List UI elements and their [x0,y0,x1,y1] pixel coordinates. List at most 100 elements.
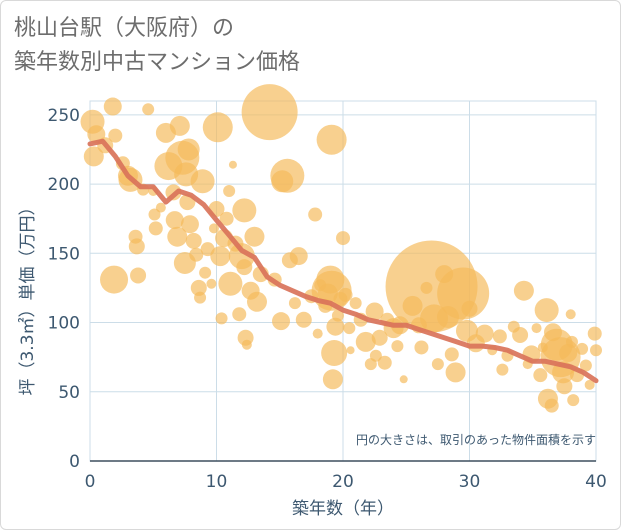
bubble-point [190,279,207,296]
title-line-1: 桃山台駅（大阪府）の [14,16,235,41]
bubble-point [565,335,578,348]
bubble-point [496,363,509,376]
bubble-point [272,312,291,331]
trend-series [87,138,599,384]
bubble-point [165,211,184,230]
bubble-point [475,324,494,343]
axes: 0 10 20 30 40 0 50 100 150 200 250 [48,106,607,492]
bubble-point [308,207,323,222]
y-tick-label: 200 [48,175,80,195]
bubble-point [130,267,147,284]
bubble-point [587,326,602,341]
y-tick-label: 100 [48,314,80,334]
bubble-point [190,169,215,194]
x-tick-label: 40 [585,472,607,492]
bubble-point [289,247,308,266]
bubble-point [321,340,348,366]
bubble-point [349,297,362,310]
bubble-point [316,124,347,155]
bubble-point [202,112,233,143]
x-tick-label: 0 [85,472,96,492]
bubble-point [377,355,392,370]
x-tick-label: 20 [332,472,354,492]
bubble-point [461,300,478,317]
bubble-point [180,215,199,234]
bubble-point [312,328,323,339]
bubble-point [236,259,253,276]
bubble-point [579,359,592,372]
bubble-point [295,311,312,328]
bubble-point [431,358,444,371]
bubble-point [100,265,129,294]
bubble-point [167,226,188,247]
bubble-point [492,329,507,344]
bubble-point [567,394,580,407]
bubble-point [199,266,212,279]
bubble-point [338,287,353,302]
bubble-point [218,271,243,296]
bubble-point [556,378,573,395]
bubble-point [531,323,542,334]
bubble-point [288,297,301,310]
bubble-point [215,312,228,325]
title-line-2: 築年数別中古マンション価格 [14,50,301,75]
bubble-point [206,278,217,289]
bubble-point [270,158,305,193]
bubble-point [177,138,200,161]
y-tick-label: 50 [58,383,80,403]
bubble-point [322,369,343,390]
bubble-point [232,307,247,322]
bubble-point [185,232,202,249]
x-tick-label: 30 [459,472,481,492]
bubble-point [155,202,166,213]
bubble-point [371,329,388,346]
bubble-point [445,362,466,383]
bubble-point [326,317,345,336]
bubble-point [355,331,376,352]
bubble-point [232,198,257,223]
bubble-point [346,346,355,355]
bubble-point [148,208,161,221]
bubble-point [108,128,123,143]
bubble-point [210,246,231,267]
bubble-point [399,375,408,384]
bubble-point [246,291,267,312]
bubble-point [194,291,207,304]
bubble-point [576,342,589,355]
bubble-point [103,97,122,116]
y-axis-label: 坪（3.3㎡）単価（万円） [18,198,38,395]
bubble-point [83,146,104,167]
bubble-point [189,247,204,262]
bubble-point [223,185,236,197]
y-tick-label: 150 [48,244,80,264]
bubble-point [241,84,298,141]
bubble-point [369,349,382,362]
bubble-point [534,298,559,323]
x-tick-label: 10 [206,472,228,492]
bubble-point [512,327,529,343]
y-tick-label: 0 [69,452,80,472]
bubble-point [584,379,595,390]
bubble-point [590,344,602,357]
bubble-point [414,340,429,355]
bubble-point [336,231,350,246]
bubble-point [544,398,559,413]
bubble-point [444,347,459,362]
bubble-point [391,340,404,353]
bubble-point [244,226,265,247]
bubble-point [331,309,344,322]
x-axis-label: 築年数（年） [292,499,394,519]
bubble-point [343,322,356,335]
bubble-point [169,115,190,136]
bubble-point [565,309,576,320]
size-note: 円の大きさは、取引のあった物件面積を示す [356,432,596,447]
bubble-point [228,160,237,169]
bubble-point [142,103,155,116]
bubble-point [219,211,234,226]
y-tick-label: 250 [48,106,80,126]
bubble-point [559,344,578,362]
bubble-point [513,280,534,301]
bubble-point [128,238,145,255]
bubble-point [208,223,219,234]
